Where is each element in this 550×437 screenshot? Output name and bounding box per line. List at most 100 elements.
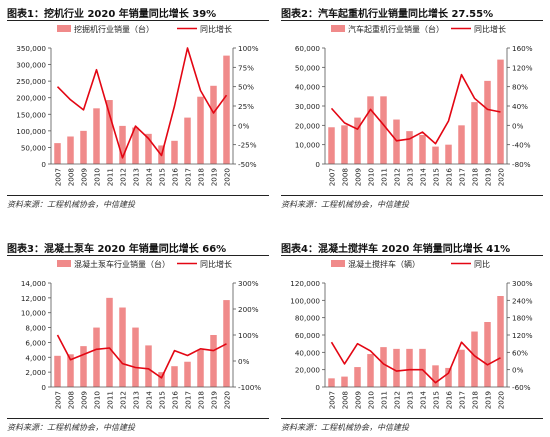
- x-tick-label: 2016: [445, 391, 454, 410]
- bar: [132, 127, 139, 164]
- x-tick-label: 2019: [484, 391, 493, 410]
- x-tick-label: 2019: [484, 168, 493, 187]
- x-tick-label: 2016: [171, 168, 180, 187]
- legend-bar-swatch: [57, 25, 71, 32]
- y2-tick-label: 120%: [512, 63, 533, 72]
- x-tick-label: 2011: [380, 391, 389, 409]
- y-tick-label: 10,000: [21, 309, 47, 318]
- chart-3-title-rule: [7, 255, 269, 256]
- y-tick-label: 20,000: [295, 366, 321, 375]
- bar: [393, 119, 400, 164]
- y2-tick-label: 300%: [512, 279, 533, 288]
- x-tick-label: 2016: [445, 168, 454, 187]
- growth-line: [330, 73, 501, 145]
- y-tick-label: 4,000: [25, 353, 46, 362]
- chart-4-svg: 混凝土搅拌车（辆） 同比 0 20,000 40,000 60,000 80,000 100,…: [290, 259, 533, 410]
- y2-tick-label: 300%: [238, 279, 259, 288]
- chart-3-source: 资料来源：工程机械协会，中信建投: [7, 423, 135, 432]
- bar: [432, 365, 439, 387]
- legend-bar-swatch: [57, 260, 71, 267]
- x-tick-label: 2008: [67, 168, 76, 187]
- chart-2-svg: 汽车起重机行业销量（台） 同比增长 0 10,000 20,000 30,000 40,00…: [295, 24, 533, 187]
- chart-4-title: 图表4：混凝土搅拌车 2020 年销量同比增长 41%: [281, 244, 511, 255]
- y2-tick-label: -50%: [238, 160, 257, 169]
- x-tick-label: 2014: [145, 168, 154, 187]
- y-tick-label: 0: [315, 383, 320, 392]
- y2-tick-label: 200%: [238, 305, 259, 314]
- y-tick-label: 20,000: [295, 121, 321, 130]
- bar: [210, 335, 217, 387]
- y2-tick-label: 50%: [238, 83, 254, 92]
- bar: [54, 143, 61, 164]
- bar: [106, 100, 113, 164]
- y-tick-label: 2,000: [25, 368, 46, 377]
- bar: [132, 327, 139, 387]
- y2-tick-label: 0%: [238, 121, 250, 130]
- bar: [106, 297, 113, 387]
- x-tick-label: 2011: [106, 391, 115, 409]
- y-tick-label: 100,000: [290, 296, 320, 305]
- bar: [484, 80, 491, 164]
- y-tick-label: 120,000: [290, 279, 320, 288]
- x-tick-label: 2020: [497, 168, 506, 187]
- bar: [210, 85, 217, 164]
- x-tick-label: 2012: [119, 168, 128, 186]
- legend-bar-swatch: [331, 25, 345, 32]
- bar: [119, 125, 126, 164]
- y-tick-label: 60,000: [295, 44, 321, 53]
- bar: [458, 349, 465, 387]
- x-tick-label: 2007: [328, 391, 337, 409]
- y-tick-label: 30,000: [295, 102, 321, 111]
- y-tick-label: 12,000: [21, 294, 47, 303]
- x-tick-label: 2020: [223, 168, 232, 187]
- bar: [80, 346, 87, 387]
- x-tick-label: 2008: [341, 391, 350, 410]
- bar: [432, 146, 439, 164]
- bar: [223, 300, 230, 387]
- x-tick-label: 2014: [145, 391, 154, 410]
- bar: [145, 345, 152, 387]
- bar: [93, 327, 100, 387]
- bar: [119, 307, 126, 387]
- x-tick-label: 2009: [80, 391, 89, 410]
- x-tick-label: 2017: [184, 168, 193, 186]
- x-tick-label: 2012: [393, 391, 402, 409]
- x-tick-label: 2015: [158, 168, 167, 186]
- x-tick-label: 2016: [171, 391, 180, 410]
- x-tick-label: 2007: [54, 391, 63, 409]
- chart-4-title-rule: [281, 255, 543, 256]
- chart-4-source: 资料来源：工程机械协会，中信建投: [281, 423, 409, 432]
- legend-line-label: 同比: [474, 259, 490, 269]
- bar: [54, 355, 61, 387]
- legend-bar-label: 混凝土泵车行业销量（台）: [74, 259, 170, 269]
- x-tick-label: 2008: [341, 168, 350, 187]
- y-tick-label: 60,000: [295, 331, 321, 340]
- bar: [393, 348, 400, 387]
- bar: [406, 348, 413, 387]
- legend-bar-swatch: [331, 260, 345, 267]
- y2-tick-label: 100%: [238, 44, 259, 53]
- x-tick-label: 2014: [419, 391, 428, 410]
- y2-tick-label: 120%: [512, 331, 533, 340]
- x-tick-label: 2020: [223, 391, 232, 410]
- x-tick-label: 2020: [497, 391, 506, 410]
- chart-3-bottom-rule: [7, 418, 269, 419]
- growth-line: [56, 47, 228, 159]
- chart-1-source: 资料来源：工程机械协会，中信建投: [7, 200, 135, 209]
- y-tick-label: 0: [41, 383, 46, 392]
- chart-3-title: 图表3：混凝土泵车 2020 年销量同比增长 66%: [7, 244, 227, 255]
- x-tick-label: 2013: [406, 168, 415, 186]
- y-tick-label: 200,000: [16, 94, 46, 103]
- bar: [223, 55, 230, 164]
- y2-tick-label: -40%: [512, 141, 531, 150]
- x-tick-label: 2015: [432, 168, 441, 186]
- chart-1-svg: 挖掘机行业销量（台） 同比增长 0 50,000 100,000 150,000 200,0…: [16, 24, 259, 187]
- x-tick-label: 2019: [210, 391, 219, 410]
- x-tick-label: 2013: [406, 391, 415, 409]
- bar: [328, 127, 335, 164]
- bar: [67, 136, 74, 164]
- y-tick-label: 8,000: [25, 324, 46, 333]
- x-tick-label: 2015: [432, 391, 441, 409]
- y-tick-label: 80,000: [295, 314, 321, 323]
- legend-bar-label: 混凝土搅拌车（辆）: [348, 259, 420, 269]
